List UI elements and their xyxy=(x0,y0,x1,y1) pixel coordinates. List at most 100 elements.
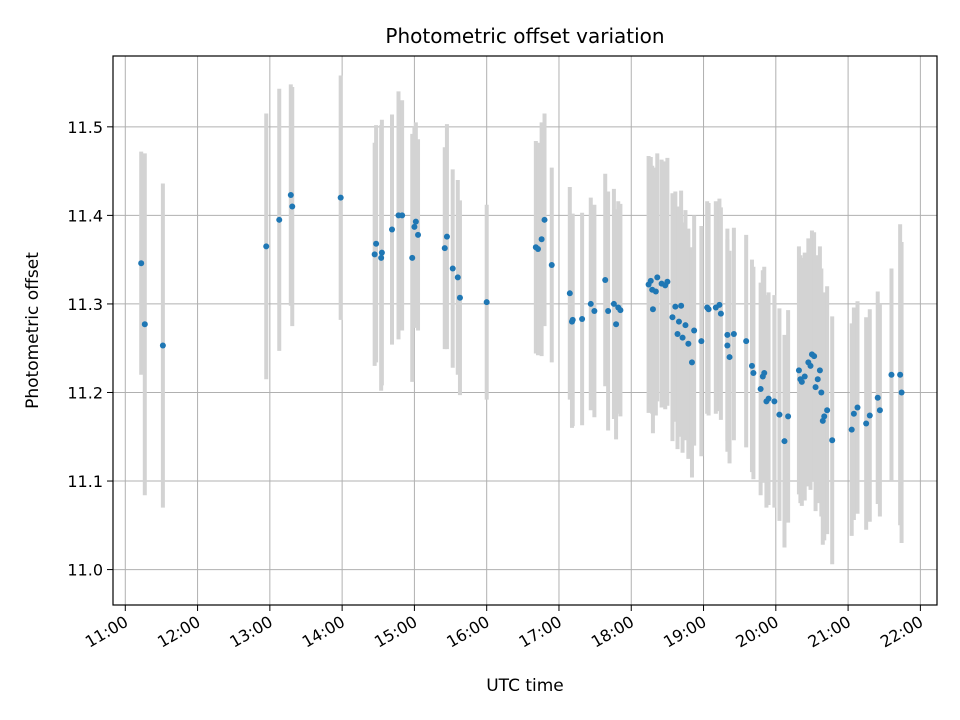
x-tick-label: 22:00 xyxy=(877,612,926,652)
data-point xyxy=(824,407,830,413)
data-point xyxy=(875,395,881,401)
data-point xyxy=(821,413,827,419)
data-point xyxy=(877,407,883,413)
data-point xyxy=(776,412,782,418)
x-tick-label: 11:00 xyxy=(82,612,131,652)
data-point xyxy=(849,427,855,433)
x-tick-label: 20:00 xyxy=(732,612,781,652)
data-point xyxy=(653,289,659,295)
x-tick-label: 17:00 xyxy=(516,612,565,652)
data-point xyxy=(650,306,656,312)
data-point xyxy=(750,370,756,376)
data-point xyxy=(450,266,456,272)
data-point xyxy=(691,328,697,334)
data-point xyxy=(263,243,269,249)
data-point xyxy=(731,331,737,337)
data-point xyxy=(539,236,545,242)
data-point xyxy=(676,319,682,325)
data-point xyxy=(718,311,724,317)
data-point xyxy=(409,255,415,261)
data-point xyxy=(160,343,166,349)
data-point xyxy=(389,227,395,233)
x-tick-label: 18:00 xyxy=(588,612,637,652)
data-point xyxy=(378,255,384,261)
data-point xyxy=(411,224,417,230)
y-tick-label: 11.1 xyxy=(67,472,103,491)
x-axis-ticks: 11:0012:0013:0014:0015:0016:0017:0018:00… xyxy=(82,605,927,652)
data-point xyxy=(799,379,805,385)
data-point xyxy=(758,386,764,392)
data-point xyxy=(276,217,282,223)
x-tick-label: 16:00 xyxy=(443,612,492,652)
data-point xyxy=(899,389,905,395)
data-point xyxy=(338,195,344,201)
data-point xyxy=(654,274,660,280)
y-tick-label: 11.0 xyxy=(67,561,103,580)
data-point xyxy=(851,411,857,417)
data-point xyxy=(766,396,772,402)
data-point xyxy=(579,316,585,322)
data-point xyxy=(567,290,573,296)
data-point xyxy=(811,353,817,359)
data-point xyxy=(669,314,675,320)
data-point xyxy=(678,303,684,309)
data-point xyxy=(815,376,821,382)
data-point xyxy=(689,359,695,365)
data-point xyxy=(372,251,378,257)
data-point xyxy=(680,335,686,341)
data-point xyxy=(863,420,869,426)
data-point xyxy=(373,241,379,247)
data-point xyxy=(724,343,730,349)
data-point xyxy=(379,250,385,256)
y-tick-label: 11.5 xyxy=(67,118,103,137)
data-point xyxy=(802,374,808,380)
data-point xyxy=(743,338,749,344)
data-point xyxy=(785,413,791,419)
data-point xyxy=(591,308,597,314)
data-point xyxy=(457,295,463,301)
data-point xyxy=(613,321,619,327)
data-point xyxy=(413,219,419,225)
data-point xyxy=(761,370,767,376)
data-point xyxy=(289,204,295,210)
data-point xyxy=(817,367,823,373)
data-point xyxy=(617,307,623,313)
data-point xyxy=(415,232,421,238)
x-tick-label: 12:00 xyxy=(154,612,203,652)
chart-title: Photometric offset variation xyxy=(385,24,664,48)
data-point xyxy=(138,260,144,266)
data-point xyxy=(698,338,704,344)
data-point xyxy=(588,301,594,307)
data-point xyxy=(648,278,654,284)
y-tick-label: 11.4 xyxy=(67,206,103,225)
data-point xyxy=(685,341,691,347)
data-point xyxy=(818,389,824,395)
y-tick-label: 11.2 xyxy=(67,383,103,402)
y-axis-ticks: 11.0 11.1 11.2 11.3 11.4 11.5 xyxy=(67,118,113,580)
data-point xyxy=(142,321,148,327)
x-axis-title: UTC time xyxy=(486,676,564,696)
data-point xyxy=(897,372,903,378)
data-point xyxy=(444,234,450,240)
x-tick-label: 14:00 xyxy=(299,612,348,652)
data-point xyxy=(484,299,490,305)
x-tick-label: 21:00 xyxy=(805,612,854,652)
data-point xyxy=(570,317,576,323)
data-point xyxy=(867,413,873,419)
data-point xyxy=(605,308,611,314)
y-axis-title: Photometric offset xyxy=(23,252,43,409)
data-point xyxy=(716,302,722,308)
x-tick-label: 19:00 xyxy=(660,612,709,652)
data-point xyxy=(399,212,405,218)
data-point xyxy=(749,363,755,369)
y-tick-label: 11.3 xyxy=(67,295,103,314)
data-point xyxy=(771,398,777,404)
data-point xyxy=(854,405,860,411)
data-point xyxy=(682,322,688,328)
data-point xyxy=(672,304,678,310)
data-point xyxy=(542,217,548,223)
data-point xyxy=(829,437,835,443)
data-point xyxy=(706,306,712,312)
chart: Photometric offset variation 11:00 12:00 1… xyxy=(0,0,960,720)
data-point xyxy=(442,245,448,251)
